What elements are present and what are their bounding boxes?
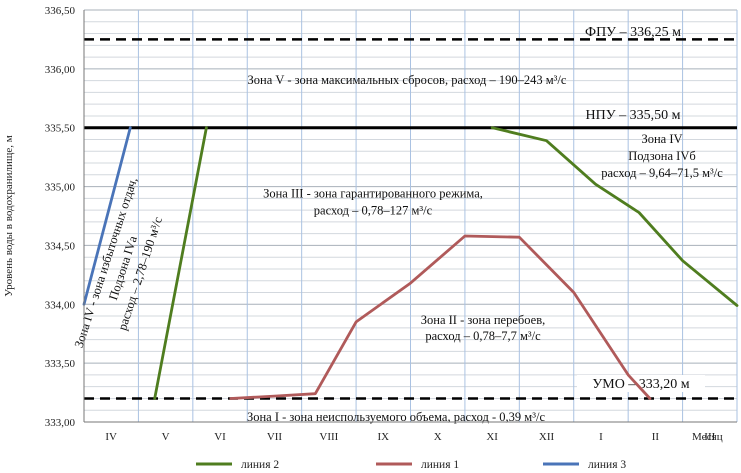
y-tick-label: 335,00 — [45, 182, 76, 194]
series-line-линия-3 — [82, 126, 132, 306]
zone-label-line: Зона II - зона перебоев, — [421, 313, 545, 327]
zone-label-z1: Зона I - зона неиспользуемого объема, ра… — [247, 410, 545, 424]
zone-label-z4a: Зона IV - зона избыточных отдач,Подзона … — [72, 175, 166, 349]
y-tick-label: 335,50 — [45, 123, 76, 135]
zone-label-z3: Зона III - зона гарантированного режима,… — [263, 187, 483, 218]
zone-label-z2: Зона II - зона перебоев, расход – 0,78–7,… — [421, 313, 545, 343]
y-tick-label: 333,00 — [45, 417, 76, 429]
reference-label-2: УМО – 333,20 м — [592, 377, 689, 392]
x-tick-label: VII — [267, 431, 283, 443]
zone-label-z5: Зона V - зона максимальных сбросов, расх… — [248, 73, 567, 87]
x-tick-label: III — [704, 431, 715, 443]
zone-label-z4b: Зона IV Подзона IVб расход – 9,64–71,5 м³/… — [601, 132, 723, 180]
legend-label: линия 1 — [421, 459, 459, 471]
y-tick-label: 336,00 — [45, 64, 76, 76]
legend: линия 2 линия 1 линия 3 — [196, 459, 626, 471]
legend-label: линия 2 — [241, 459, 279, 471]
x-tick-label: V — [162, 431, 170, 443]
zone-label-line: Подзона IVб — [628, 149, 695, 163]
grid — [83, 9, 738, 423]
series-line-линия-1 — [229, 234, 652, 400]
x-tick-label: I — [599, 431, 603, 443]
zone-label-line: расход – 9,64–71,5 м³/с — [601, 166, 723, 180]
reference-label-backing — [577, 375, 705, 392]
x-tick-label: VIII — [319, 431, 338, 443]
zone-label-line: расход – 0,78–7,7 м³/с — [425, 329, 541, 343]
y-tick-label: 336,50 — [45, 5, 76, 17]
y-tick-label: 334,00 — [45, 299, 76, 311]
series-line-линия-2 — [490, 126, 739, 307]
zone-label-line: Зона IV — [641, 132, 682, 146]
reference-label-0: ФПУ – 336,25 м — [585, 25, 681, 40]
x-tick-label: IX — [377, 431, 389, 443]
zone-label-line: Зона III - зона гарантированного режима, — [263, 187, 483, 201]
x-axis-title: Месяц — [692, 431, 723, 443]
axes: 336,50 336,00 335,50 335,00 334,50 334,00 333,… — [3, 5, 737, 443]
x-tick-label: XII — [539, 431, 555, 443]
y-tick-label: 334,50 — [45, 240, 76, 252]
legend-label: линия 3 — [588, 459, 626, 471]
series-lines — [82, 126, 739, 400]
reference-lines: ФПУ – 336,25 м НПУ – 335,50 м УМО – 333,20… — [84, 25, 737, 400]
zone-label-line: Зона I - зона неиспользуемого объема, ра… — [247, 410, 545, 424]
y-axis-title: Уровень воды в водохранилище, м — [3, 135, 15, 296]
x-tick-label: X — [434, 431, 442, 443]
x-tick-label: XI — [486, 431, 498, 443]
x-tick-label: IV — [105, 431, 117, 443]
x-tick-label: VI — [214, 431, 226, 443]
zone-label-line: Зона V - зона максимальных сбросов, расх… — [248, 73, 567, 87]
y-tick-label: 333,50 — [45, 358, 76, 370]
zone-label-line: расход – 0,78–127 м³/с — [314, 204, 433, 218]
series-line-линия-2 — [153, 126, 208, 400]
x-tick-label: II — [652, 431, 660, 443]
reference-label-1: НПУ – 335,50 м — [586, 108, 681, 123]
